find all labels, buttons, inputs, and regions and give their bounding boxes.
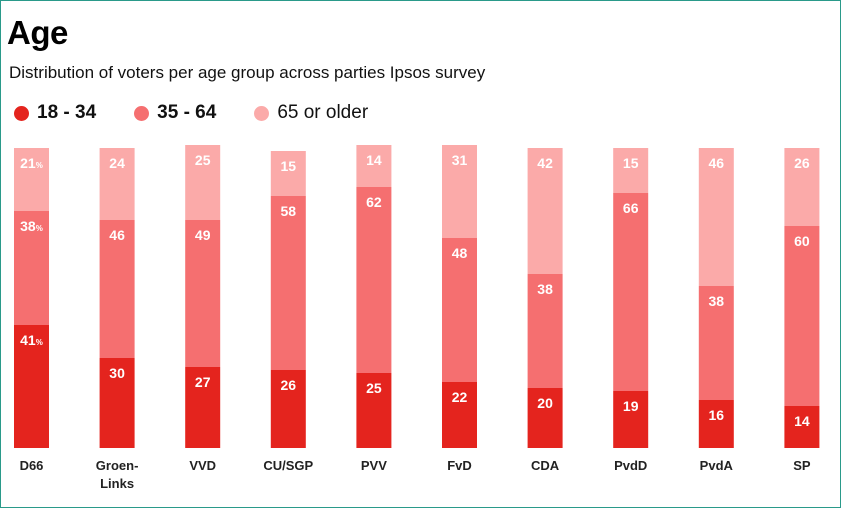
bar-group-pvda: 16 38 46 (698, 148, 734, 448)
category-label: FvD (447, 458, 472, 473)
bar-segment (14, 211, 49, 325)
bar-segment (698, 148, 734, 286)
legend-label-35-64: 35 - 64 (157, 102, 217, 123)
legend-item-35-64: 35 - 64 (134, 102, 216, 124)
bar-segment (527, 148, 563, 274)
bar-group-groen-links: 30 46 24 (99, 148, 135, 448)
data-label: 38 (537, 281, 553, 297)
data-label: 60 (794, 233, 810, 249)
data-label: 46 (109, 227, 125, 243)
legend-swatch-65-plus (254, 105, 270, 121)
bar-segment (14, 325, 49, 448)
data-label: 19 (623, 398, 639, 414)
bar-segment (613, 391, 649, 448)
category-label: PVV (361, 458, 387, 473)
bar-segment (613, 148, 649, 193)
data-label: 66 (623, 200, 639, 216)
data-label: 49 (195, 227, 211, 243)
category-label: CU/SGP (263, 458, 313, 473)
bar-segment (185, 145, 221, 220)
bar-group-fvd: 22 48 31 (442, 145, 477, 448)
data-label: 15 (623, 155, 639, 171)
legend-swatch-18-34 (14, 105, 29, 121)
bar-segment (99, 358, 135, 448)
data-label: 24 (109, 155, 125, 171)
bar-group-d66: 41%38%21% (14, 148, 49, 448)
data-label: 30 (109, 365, 125, 381)
bar-segment (527, 388, 563, 448)
data-label: 58 (281, 203, 297, 219)
data-label: 48 (452, 245, 468, 261)
bar-group-sp: 14 60 26 (784, 148, 820, 448)
bar-group-cu/sgp: 26 58 15 (270, 151, 306, 448)
bar-segment (185, 367, 221, 448)
legend-label-65-plus: 65 or older (277, 102, 369, 123)
data-label: 42 (537, 155, 553, 171)
bar-group-pvdd: 19 66 15 (613, 148, 649, 448)
bar-segment (698, 286, 734, 400)
bar-segment (270, 196, 306, 370)
data-label: 14 (794, 413, 810, 429)
bar-segment (185, 220, 221, 367)
data-label: 31 (452, 152, 468, 168)
bar-segment (442, 145, 477, 238)
chart-subtitle: Distribution of voters per age group acr… (9, 63, 486, 82)
bar-segment (270, 370, 306, 448)
category-label: SP (793, 458, 811, 473)
data-label: 14 (366, 152, 382, 168)
bar-group-pvv: 25 62 14 (356, 145, 392, 448)
bar-segment (784, 406, 820, 448)
bar-segment (698, 400, 734, 448)
bar-segment (99, 220, 135, 358)
legend-item-18-34: 18 - 34 (14, 102, 96, 124)
bar-segment (613, 193, 649, 391)
bar-segment (99, 148, 135, 220)
data-label: 25 (195, 152, 211, 168)
bar-segment (784, 148, 820, 226)
category-label: VVD (189, 458, 216, 473)
data-label: 20 (537, 395, 553, 411)
chart-legend: 18 - 34 35 - 64 65 or older (14, 102, 406, 124)
data-label: 22 (452, 389, 468, 405)
data-label: 46 (709, 155, 725, 171)
chart-title: Age (7, 14, 68, 51)
category-label: PvdA (700, 458, 734, 473)
data-label: 26 (281, 377, 297, 393)
data-label: 62 (366, 194, 382, 210)
bar-group-cda: 20 38 42 (527, 148, 563, 448)
legend-swatch-35-64 (134, 105, 150, 121)
bar-segment (356, 187, 392, 373)
bar-segment (14, 148, 49, 211)
legend-item-65-plus: 65 or older (254, 102, 368, 124)
category-label: CDA (531, 458, 560, 473)
data-label: 15 (281, 158, 297, 174)
bar-segment (784, 226, 820, 406)
category-label: PvdD (614, 458, 647, 473)
data-label: 27 (195, 374, 211, 390)
bar-segment (527, 274, 563, 388)
data-label: 25 (366, 380, 382, 396)
data-label: 38 (709, 293, 725, 309)
bar-segment (442, 382, 477, 448)
data-label: 26 (794, 155, 810, 171)
bar-segment (356, 373, 392, 448)
bar-segment (442, 238, 477, 382)
bar-segment (356, 145, 392, 187)
category-label: Groen-Links (96, 458, 139, 491)
category-label: D66 (20, 458, 44, 473)
bar-group-vvd: 27 49 25 (185, 145, 221, 448)
bar-segment (270, 151, 306, 196)
legend-label-18-34: 18 - 34 (37, 102, 97, 123)
data-label: 16 (709, 407, 725, 423)
